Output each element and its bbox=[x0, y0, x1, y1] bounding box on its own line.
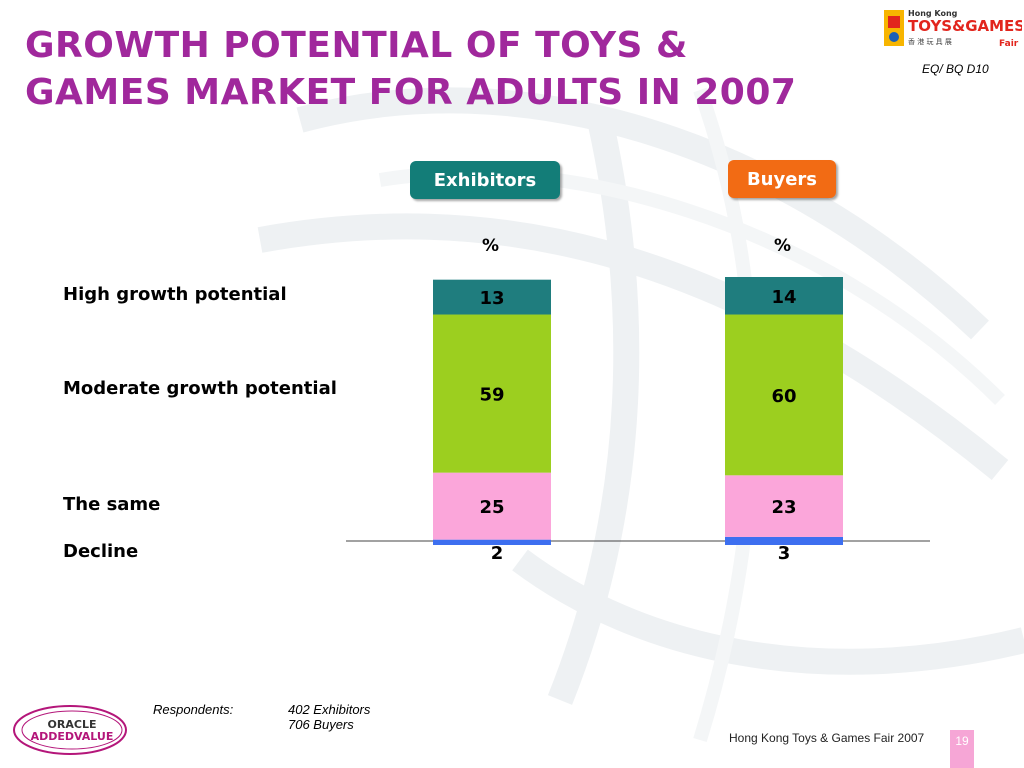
bar-segment-exhibitors-high-growth bbox=[433, 279, 551, 315]
respondents-counts: 402 Exhibitors 706 Buyers bbox=[288, 702, 370, 732]
bar-segment-exhibitors-moderate-growth bbox=[433, 314, 551, 473]
respondents-exhibitors: 402 Exhibitors bbox=[288, 702, 371, 717]
respondents-buyers: 706 Buyers bbox=[288, 717, 354, 732]
buyers-unit-label: % bbox=[774, 236, 792, 256]
respondents-label: Respondents: bbox=[153, 702, 234, 717]
buyers-header: Buyers bbox=[728, 160, 836, 198]
toys-games-fair-logo: Hong Kong TOYS&GAMES 香 港 玩 具 展 Fair bbox=[884, 9, 1022, 49]
row-label-high-growth: High growth potential bbox=[63, 284, 287, 305]
question-reference: EQ/ BQ D10 bbox=[922, 62, 989, 76]
bar-segment-exhibitors-decline bbox=[433, 539, 551, 545]
logo-text-fair: Fair bbox=[999, 39, 1019, 49]
title-line-1: GROWTH POTENTIAL OF TOYS & bbox=[25, 25, 688, 66]
data-label-exhibitors-same: 25 bbox=[479, 497, 504, 518]
data-label-exhibitors-high-growth: 13 bbox=[479, 288, 504, 309]
bar-segment-buyers-same bbox=[725, 475, 843, 537]
oracle-logo-line-1: ORACLE bbox=[48, 718, 97, 731]
footer-text: Hong Kong Toys & Games Fair 2007 bbox=[729, 731, 925, 745]
exhibitors-unit-label: % bbox=[482, 236, 500, 256]
logo-text-sub: 香 港 玩 具 展 bbox=[908, 37, 952, 46]
page-number: 19 bbox=[950, 730, 974, 768]
row-label-decline: Decline bbox=[63, 541, 139, 562]
bar-segment-buyers-high-growth bbox=[725, 277, 843, 315]
bar-segment-exhibitors-same bbox=[433, 472, 551, 540]
page-title: GROWTH POTENTIAL OF TOYS & GAMES MARKET … bbox=[25, 22, 796, 116]
data-label-exhibitors-decline: 2 bbox=[491, 543, 504, 564]
bar-segment-buyers-decline bbox=[725, 536, 843, 545]
oracle-addedvalue-logo: ORACLE ADDEDVALUE bbox=[13, 705, 127, 755]
logo-text-top: Hong Kong bbox=[908, 9, 958, 18]
row-label-moderate-growth: Moderate growth potential bbox=[63, 378, 337, 399]
data-label-buyers-moderate-growth: 60 bbox=[771, 386, 796, 407]
data-label-buyers-high-growth: 14 bbox=[771, 287, 796, 308]
data-label-buyers-same: 23 bbox=[771, 497, 796, 518]
data-label-buyers-decline: 3 bbox=[778, 543, 791, 564]
oracle-logo-line-2: ADDEDVALUE bbox=[31, 730, 114, 743]
bar-segment-buyers-moderate-growth bbox=[725, 314, 843, 476]
row-label-same: The same bbox=[63, 494, 161, 515]
logo-text-main: TOYS&GAMES bbox=[908, 17, 1022, 35]
title-line-2: GAMES MARKET FOR ADULTS IN 2007 bbox=[25, 72, 797, 113]
data-label-exhibitors-moderate-growth: 59 bbox=[479, 385, 504, 406]
exhibitors-header: Exhibitors bbox=[410, 161, 560, 199]
